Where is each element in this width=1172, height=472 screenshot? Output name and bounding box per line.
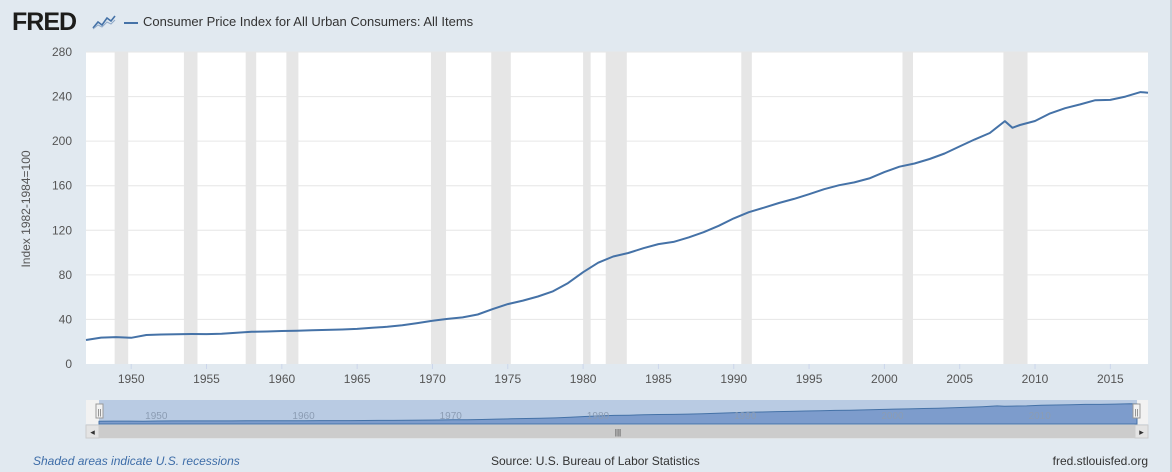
source-text: Source: U.S. Bureau of Labor Statistics bbox=[491, 454, 700, 468]
recession-band bbox=[245, 52, 257, 364]
navigator-left-handle[interactable]: || bbox=[95, 403, 104, 419]
scrollbar-left-button[interactable] bbox=[85, 424, 100, 439]
x-tick-label: 2005 bbox=[946, 372, 973, 386]
chart-header: FRED Consumer Price Index for All Urban … bbox=[0, 0, 1172, 46]
series-legend-swatch bbox=[124, 21, 138, 24]
recession-band bbox=[1003, 52, 1028, 364]
x-tick-label: 2000 bbox=[871, 372, 898, 386]
cpi-series-line[interactable] bbox=[85, 91, 1149, 341]
y-axis-ticks: 0 40 80 120 160 200 240 280 bbox=[52, 45, 72, 371]
y-axis-title: Index 1982-1984=100 bbox=[19, 150, 33, 267]
x-tick-label: 1980 bbox=[570, 372, 597, 386]
navigator-year-label: 1950 bbox=[145, 411, 168, 422]
navigator-labels: 1950 1960 1970 1980 1990 2000 2010 bbox=[145, 411, 1051, 422]
series-legend-label: Consumer Price Index for All Urban Consu… bbox=[143, 14, 474, 29]
x-tick-label: 1975 bbox=[494, 372, 521, 386]
x-tick-label: 1990 bbox=[720, 372, 747, 386]
navigator-year-label: 2010 bbox=[1029, 411, 1052, 422]
navigator-year-label: 1960 bbox=[292, 411, 315, 422]
recession-band bbox=[902, 52, 914, 364]
fred-logo[interactable]: FRED bbox=[12, 8, 77, 36]
range-navigator[interactable]: 1950 1960 1970 1980 1990 2000 2010 || || ◂ ▸ |… bbox=[85, 400, 1149, 439]
recession-band bbox=[605, 52, 627, 364]
x-tick-label: 2010 bbox=[1022, 372, 1049, 386]
navigator-series-area bbox=[98, 403, 1138, 425]
scrollbar-right-button[interactable] bbox=[1134, 424, 1149, 439]
recession-band bbox=[491, 52, 511, 364]
recession-band bbox=[583, 52, 591, 364]
x-axis-ticks: 1950 1955 1960 1965 1970 1975 1980 1985 1990 1995… bbox=[118, 364, 1124, 386]
y-tick-label: 160 bbox=[52, 179, 72, 193]
navigator-year-label: 1980 bbox=[587, 411, 610, 422]
recession-band bbox=[183, 52, 198, 364]
scrollbar-left-arrow-icon: ◂ bbox=[90, 427, 95, 437]
navigator-year-label: 2000 bbox=[881, 411, 904, 422]
navigator-year-label: 1990 bbox=[734, 411, 757, 422]
site-link[interactable]: fred.stlouisfed.org bbox=[1052, 454, 1148, 468]
y-tick-label: 40 bbox=[59, 312, 73, 326]
x-tick-label: 1985 bbox=[645, 372, 672, 386]
recession-note: Shaded areas indicate U.S. recessions bbox=[33, 454, 240, 468]
navigator-right-handle-grip: || bbox=[1134, 408, 1138, 417]
y-tick-label: 280 bbox=[52, 45, 72, 59]
y-tick-label: 80 bbox=[59, 268, 73, 282]
series-legend[interactable]: Consumer Price Index for All Urban Consu… bbox=[124, 14, 473, 29]
navigator-scrollbar[interactable]: ◂ ▸ ||| bbox=[85, 424, 1149, 439]
x-tick-label: 1950 bbox=[118, 372, 145, 386]
recession-bands bbox=[114, 52, 1028, 364]
x-tick-label: 1970 bbox=[419, 372, 446, 386]
x-tick-label: 2015 bbox=[1097, 372, 1124, 386]
x-tick-label: 1960 bbox=[268, 372, 295, 386]
recession-band bbox=[430, 52, 447, 364]
recession-band bbox=[741, 52, 752, 364]
y-tick-label: 120 bbox=[52, 223, 72, 237]
y-tick-label: 0 bbox=[65, 357, 72, 371]
recession-band bbox=[114, 52, 129, 364]
page-edge-divider bbox=[1170, 0, 1172, 472]
navigator-left-handle-grip: || bbox=[97, 408, 101, 417]
line-chart-icon bbox=[92, 14, 116, 30]
y-tick-label: 240 bbox=[52, 90, 72, 104]
scrollbar-thumb[interactable] bbox=[99, 425, 1137, 438]
scrollbar-right-arrow-icon: ▸ bbox=[1139, 427, 1144, 437]
navigator-right-handle[interactable]: || bbox=[1132, 403, 1141, 419]
x-tick-label: 1955 bbox=[193, 372, 220, 386]
y-tick-label: 200 bbox=[52, 134, 72, 148]
scrollbar-grip-icon: ||| bbox=[615, 428, 621, 437]
navigator-year-label: 1970 bbox=[440, 411, 463, 422]
x-tick-label: 1965 bbox=[344, 372, 371, 386]
x-tick-label: 1995 bbox=[796, 372, 823, 386]
y-gridlines bbox=[86, 51, 1148, 320]
recession-band bbox=[286, 52, 299, 364]
